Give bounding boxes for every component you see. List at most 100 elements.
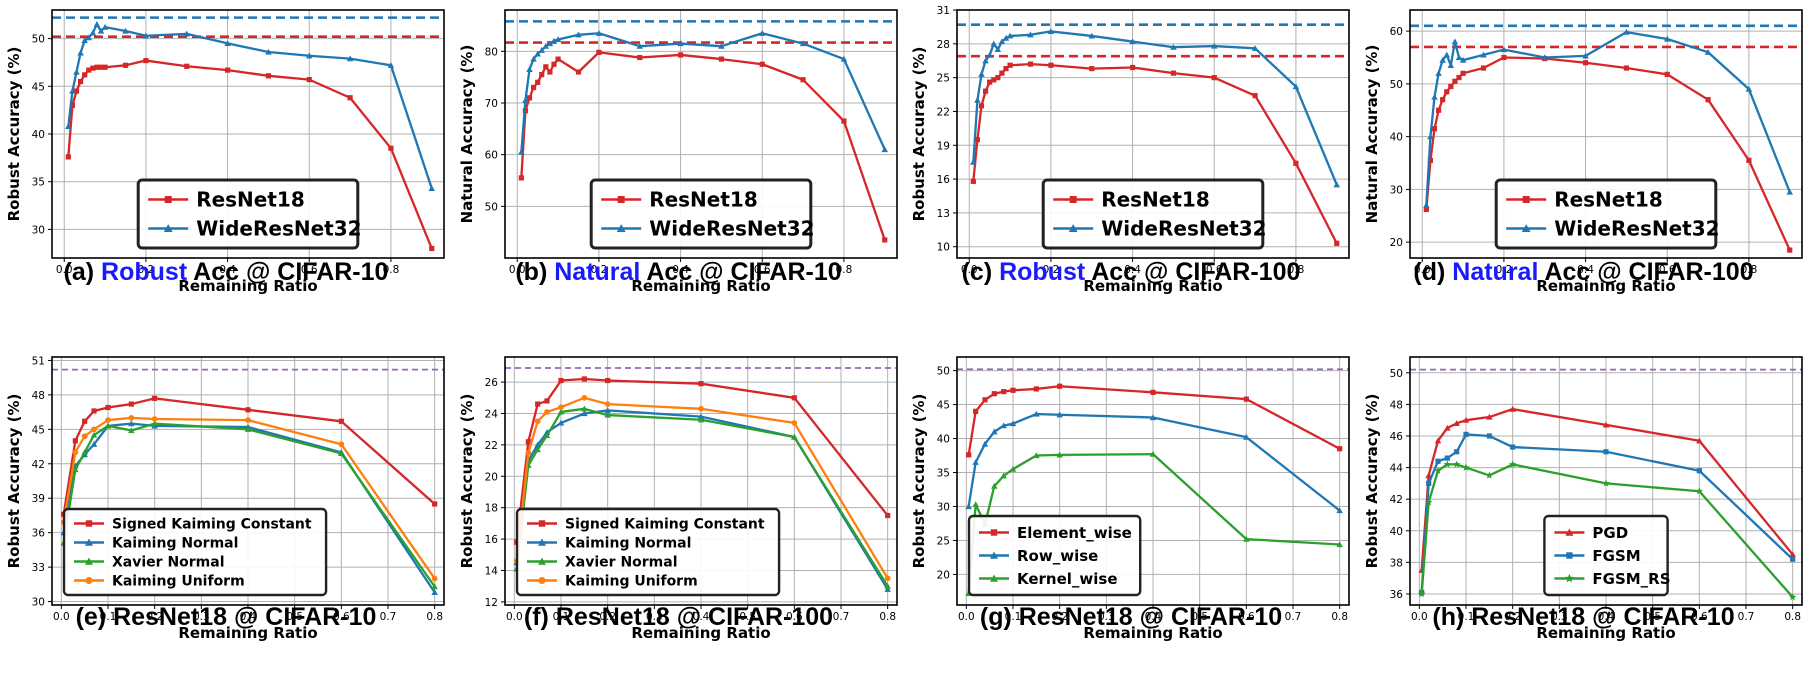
data-point (90, 441, 98, 447)
data-point (1788, 593, 1796, 601)
data-point (991, 391, 997, 397)
x-tick-label: 0.6 (301, 264, 318, 276)
series-WideResNet32 (517, 30, 888, 155)
data-point (1434, 437, 1441, 444)
legend: Signed Kaiming Constant Kaiming Normal Xav… (62, 507, 328, 597)
data-point (1423, 206, 1429, 213)
data-point (1789, 556, 1795, 562)
data-point (1433, 466, 1442, 474)
data-point (72, 466, 79, 473)
data-point (338, 418, 344, 424)
chart-svg-e: 0.0 0.1 0.2 0.3 0.4 0.5 0.6 0.7 0.8 30 33 36 39 42 45 4… (5, 355, 445, 642)
caption-suffix: Acc @ CIFAR-100 (1085, 258, 1301, 286)
data-point (1048, 62, 1054, 68)
data-point (82, 418, 88, 424)
x-tick-label: 0.2 (599, 611, 616, 623)
data-point (1007, 62, 1013, 68)
data-point (1243, 433, 1250, 440)
data-point (1434, 70, 1442, 76)
data-point (105, 404, 111, 411)
data-point (972, 501, 979, 508)
data-point (557, 408, 564, 415)
y-tick-label: 40 (1389, 132, 1402, 144)
series-ResNet18 (518, 49, 887, 243)
y-axis-label: Robust Accuracy (%) (5, 394, 23, 569)
chart-svg-d: 0.0 0.2 0.4 0.6 0.8 20 30 40 50 60 Remaining Ratio… (1363, 9, 1803, 295)
data-point (1601, 479, 1610, 487)
legend-label: ResNet18 (1101, 188, 1210, 212)
data-point (883, 586, 891, 592)
x-tick-label: 0.6 (753, 264, 770, 276)
data-point (542, 64, 548, 70)
data-point (73, 88, 80, 94)
data-point (1170, 70, 1177, 76)
series-line (62, 422, 436, 588)
data-point (1211, 42, 1218, 49)
data-point (105, 417, 111, 424)
x-axis-label: Remaining Ratio (631, 624, 770, 642)
data-point (991, 428, 998, 435)
y-tick-label: 40 (1389, 526, 1402, 538)
data-point (1581, 52, 1589, 59)
legend-marker (85, 557, 93, 565)
data-point (697, 416, 704, 423)
chart-panel-c: 0.0 0.2 0.4 0.6 0.8 10 13 16 19 22 25 28 31 Remaining… (905, 0, 1357, 346)
data-point (245, 407, 251, 413)
x-tick-label: 0.8 (383, 264, 400, 276)
series-line (967, 385, 1341, 456)
data-point (972, 459, 979, 465)
data-point (1431, 126, 1437, 132)
x-tick-label: 0.2 (1504, 611, 1521, 623)
data-point (265, 73, 272, 79)
caption-suffix: Acc @ CIFAR-10 (187, 258, 389, 286)
legend-label: Element_wise (1017, 524, 1132, 542)
plot-frame (503, 9, 898, 259)
x-tick-label: 0.8 (1331, 611, 1348, 623)
x-tick-label: 0.4 (1145, 611, 1162, 623)
y-tick-label: 25 (937, 73, 950, 85)
x-tick-label: 0.8 (1740, 264, 1757, 276)
grid (1409, 357, 1802, 605)
data-point (999, 70, 1005, 76)
series-Element_wise (966, 383, 1343, 458)
caption-highlight: Robust (999, 258, 1086, 286)
series-ResNet18 (970, 61, 1340, 246)
data-point (1009, 465, 1017, 472)
series-Kaiming Uniform (513, 394, 891, 582)
data-point (987, 79, 993, 85)
data-point (128, 414, 135, 421)
x-tick-label: 0.4 (692, 611, 709, 623)
data-point (1455, 54, 1462, 61)
x-tick-label: 0.0 (958, 611, 975, 623)
data-point (1337, 446, 1343, 452)
data-point (1745, 157, 1752, 163)
data-point (1027, 31, 1034, 38)
data-point (1508, 405, 1516, 412)
y-tick-label: 50 (1389, 368, 1402, 380)
data-point (183, 30, 190, 37)
y-tick-label: 28 (937, 39, 950, 51)
data-point (1002, 34, 1010, 41)
y-axis-label: Natural Accuracy (%) (458, 45, 476, 224)
data-point (557, 419, 564, 426)
data-point (72, 449, 79, 456)
legend: PGD FGSM FGSM_RS (1542, 514, 1670, 597)
data-point (77, 49, 84, 56)
data-point (1292, 83, 1300, 90)
x-tick-label: 0.8 (879, 611, 896, 623)
data-point (81, 449, 88, 455)
data-point (151, 420, 158, 427)
data-point (1438, 56, 1446, 63)
x-tick-label: 0.7 (380, 611, 397, 623)
data-point (1293, 160, 1299, 166)
y-tick-label: 36 (1389, 589, 1403, 601)
data-point (1486, 433, 1492, 439)
legend-marker (616, 224, 626, 232)
x-tick-label: 0.1 (552, 611, 569, 623)
data-point (1443, 424, 1451, 431)
data-point (575, 69, 581, 75)
data-point (1252, 93, 1258, 99)
data-point (965, 503, 972, 510)
data-point (1056, 411, 1063, 418)
